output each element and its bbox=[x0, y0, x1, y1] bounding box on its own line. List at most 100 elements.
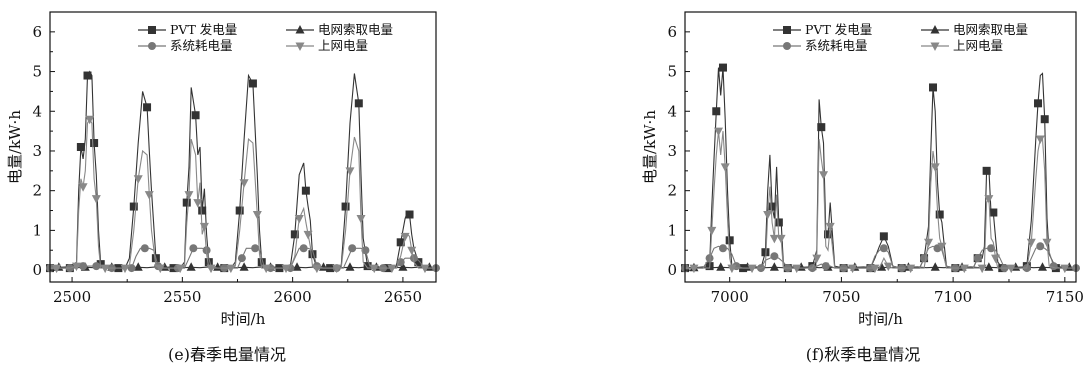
data-point bbox=[1035, 135, 1045, 145]
data-point bbox=[718, 244, 727, 253]
legend-label: 上网电量 bbox=[953, 38, 1003, 53]
data-point bbox=[206, 264, 216, 274]
data-point bbox=[251, 244, 260, 253]
data-point bbox=[1060, 264, 1070, 274]
x-tick-label: 2500 bbox=[53, 288, 91, 306]
data-point bbox=[396, 238, 405, 247]
data-point bbox=[879, 232, 888, 241]
data-point bbox=[1040, 115, 1049, 124]
y-tick-label: 6 bbox=[32, 23, 42, 41]
data-point bbox=[319, 262, 329, 271]
data-point bbox=[689, 264, 699, 274]
data-point bbox=[716, 262, 726, 271]
data-point bbox=[237, 254, 246, 263]
data-point bbox=[407, 246, 417, 256]
legend-marker bbox=[295, 25, 305, 34]
data-point bbox=[819, 171, 829, 180]
legend-label: 系统耗电量 bbox=[805, 38, 868, 53]
legend-marker bbox=[930, 42, 940, 51]
data-point bbox=[213, 262, 223, 271]
data-point bbox=[191, 111, 200, 120]
data-point bbox=[792, 264, 802, 274]
y-tick-label: 3 bbox=[32, 142, 42, 160]
legend-item: PVT 发电量 bbox=[773, 22, 872, 37]
data-point bbox=[83, 71, 92, 80]
data-point bbox=[144, 191, 154, 200]
data-point bbox=[363, 262, 372, 271]
data-point bbox=[725, 236, 734, 245]
data-point bbox=[1042, 238, 1052, 248]
data-point bbox=[977, 264, 987, 274]
x-tick-label: 7100 bbox=[934, 288, 972, 306]
data-point bbox=[308, 250, 317, 259]
data-point bbox=[186, 262, 196, 271]
legend-marker bbox=[930, 25, 940, 34]
y-tick-label: 6 bbox=[667, 23, 677, 41]
data-point bbox=[821, 262, 830, 271]
data-point bbox=[984, 195, 994, 204]
data-point bbox=[989, 208, 998, 217]
data-point bbox=[345, 262, 355, 271]
data-point bbox=[193, 199, 203, 208]
data-point bbox=[906, 264, 916, 274]
data-point bbox=[252, 211, 262, 220]
data-point bbox=[361, 246, 370, 255]
data-point bbox=[973, 254, 982, 263]
legend-item: 电网索取电量 bbox=[286, 22, 393, 37]
data-point bbox=[937, 242, 947, 252]
legend-item: 上网电量 bbox=[286, 38, 368, 53]
data-point bbox=[774, 218, 783, 227]
data-point bbox=[770, 252, 779, 261]
y-tick-label: 0 bbox=[667, 261, 677, 279]
data-point bbox=[1037, 262, 1047, 271]
legend-marker bbox=[783, 42, 791, 50]
data-point bbox=[248, 79, 257, 88]
data-point bbox=[281, 264, 291, 274]
data-point bbox=[71, 262, 81, 272]
figure-caption: (e)春季电量情况 bbox=[168, 345, 286, 364]
data-point bbox=[1034, 99, 1043, 108]
data-point bbox=[79, 262, 88, 271]
data-point bbox=[78, 183, 88, 192]
figure-caption: (f)秋季电量情况 bbox=[806, 345, 920, 364]
x-axis-label: 时间/h bbox=[221, 310, 266, 328]
data-point bbox=[261, 264, 271, 274]
data-point bbox=[189, 244, 198, 253]
data-point bbox=[90, 139, 99, 148]
data-point bbox=[182, 198, 191, 207]
data-point bbox=[761, 248, 770, 257]
data-point bbox=[929, 83, 938, 92]
data-point bbox=[705, 254, 714, 263]
data-point bbox=[292, 262, 302, 271]
data-point bbox=[204, 258, 213, 267]
data-point bbox=[924, 238, 934, 248]
legend-label: PVT 发电量 bbox=[805, 22, 872, 37]
y-tick-label: 4 bbox=[667, 102, 677, 120]
series-0 bbox=[681, 63, 1076, 273]
y-tick-label: 1 bbox=[667, 221, 677, 239]
series-line bbox=[50, 118, 436, 269]
data-point bbox=[52, 264, 62, 274]
data-point bbox=[239, 179, 249, 188]
data-point bbox=[175, 264, 185, 274]
data-point bbox=[409, 254, 418, 263]
legend-item: 系统耗电量 bbox=[138, 38, 233, 53]
data-point bbox=[1036, 242, 1045, 251]
data-point bbox=[76, 143, 85, 151]
data-point bbox=[769, 234, 779, 244]
legend-item: PVT 发电量 bbox=[138, 22, 237, 37]
x-tick-label: 7000 bbox=[711, 288, 749, 306]
data-point bbox=[341, 202, 350, 211]
data-point bbox=[982, 166, 991, 175]
legend-marker bbox=[148, 42, 156, 50]
data-point bbox=[727, 264, 737, 274]
y-axis-label: 电量/kW·h bbox=[641, 110, 659, 184]
y-tick-label: 2 bbox=[667, 182, 677, 200]
data-point bbox=[184, 191, 194, 200]
y-tick-label: 5 bbox=[667, 63, 677, 81]
legend-marker bbox=[783, 26, 791, 34]
data-point bbox=[1026, 238, 1036, 248]
data-point bbox=[369, 264, 379, 274]
